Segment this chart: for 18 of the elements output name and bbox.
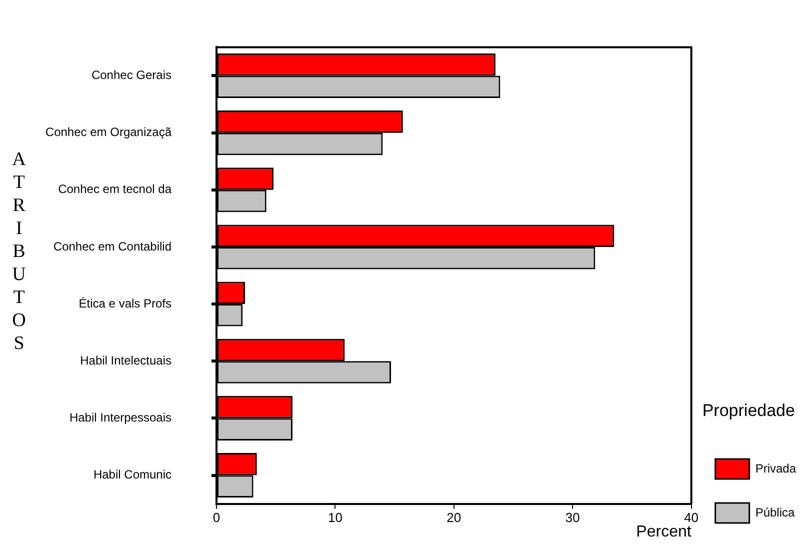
text: ATRIBUTOS [12, 149, 26, 354]
y-tick-label: Habil Interpessoais [69, 410, 172, 424]
legend-label: Pública [755, 505, 795, 520]
legend-title: Propriedade [702, 400, 795, 420]
x-tick-label: 20 [446, 510, 462, 526]
x-axis-title: Percent [636, 523, 692, 540]
y-tick-label: Habil Comunic [93, 468, 172, 482]
y-tick-label: Conhec em Organizaçã [45, 125, 172, 140]
y-tick-label: Conhec em tecnol da [58, 182, 172, 196]
x-tick-label: 0 [212, 510, 220, 526]
x-tick-label: 40 [684, 510, 699, 526]
x-tick-label: 10 [328, 510, 342, 526]
y-tick-label: Habil Intelectuais [80, 353, 172, 368]
y-tick-label: Conhec Gerais [91, 68, 172, 82]
y-tick-label: Ética e vals Profs [78, 296, 172, 310]
y-tick-label: Conhec em Contabilid [53, 239, 172, 254]
legend-label: Privada [755, 461, 796, 476]
x-tick-label: 30 [565, 510, 580, 526]
